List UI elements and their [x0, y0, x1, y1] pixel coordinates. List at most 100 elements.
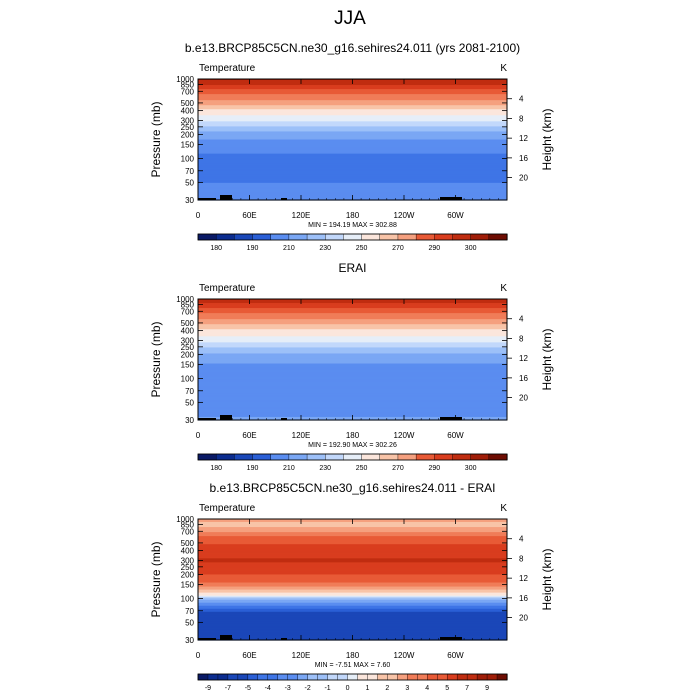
contour-band [198, 354, 507, 357]
colorbar-box [407, 673, 418, 681]
colorbar-box [377, 673, 388, 681]
contour-band [198, 155, 507, 158]
contour-band [198, 114, 507, 116]
colorbar-label: -2 [305, 685, 311, 692]
colorbar-box [307, 673, 319, 681]
colorbar-box [466, 673, 478, 681]
colorbar-box [327, 673, 339, 681]
contour-band [198, 571, 507, 574]
contour-band [198, 613, 507, 616]
contour-band [198, 556, 507, 558]
contour-band [198, 156, 507, 159]
contour-band [198, 94, 507, 96]
contour-band [198, 411, 507, 414]
contour-band [198, 346, 507, 348]
colorbar-label: 180 [210, 465, 222, 472]
colorbar-label: -5 [245, 685, 251, 692]
contour-band [198, 309, 507, 311]
x-tick-label: 60E [242, 431, 256, 440]
contour-band [198, 600, 507, 603]
contour-band [198, 627, 507, 630]
contour-band [198, 575, 507, 578]
y-tick-label: 300 [181, 117, 195, 126]
contour-band [198, 537, 507, 539]
contour-band [198, 129, 507, 132]
contour-band [198, 343, 507, 345]
contour-band [198, 137, 507, 140]
contour-band [198, 125, 507, 127]
contour-band [198, 547, 507, 549]
y2-tick-label: 20 [519, 174, 528, 183]
contour-band [198, 596, 507, 599]
y2-axis-label: Height (km) [540, 548, 554, 610]
colorbar-label: 300 [465, 245, 477, 252]
contour-band [198, 365, 507, 368]
contour-band [198, 530, 507, 532]
contour-band [198, 620, 507, 623]
y-tick-label: 400 [181, 327, 195, 336]
min-max-stats: MIN = 194.19 MAX = 302.88 [308, 222, 397, 229]
colorbar-label: 190 [247, 465, 259, 472]
contour-band [198, 540, 507, 542]
colorbar-label: 290 [428, 245, 440, 252]
contour-band [198, 369, 507, 372]
y2-tick-label: 4 [519, 535, 524, 544]
colorbar-label: 270 [392, 465, 404, 472]
contour-band [198, 166, 507, 169]
contour-band [198, 113, 507, 115]
contour-band [198, 557, 507, 559]
contour-band [198, 407, 507, 410]
contour-band [198, 381, 507, 384]
contour-band [198, 136, 507, 139]
colorbar-box [415, 453, 435, 461]
units-label: K [500, 63, 507, 74]
colorbar-label: 1 [365, 685, 369, 692]
colorbar-label: 230 [319, 245, 331, 252]
contour-band [198, 99, 507, 101]
contour-band [198, 89, 507, 91]
contour-band [198, 534, 507, 536]
contour-field [198, 519, 507, 641]
x-tick-label: 0 [196, 211, 201, 220]
y-axis-label: Pressure (mb) [149, 101, 163, 177]
contour-band [198, 389, 507, 392]
contour-band [198, 322, 507, 324]
contour-band [198, 86, 507, 88]
contour-band [198, 616, 507, 619]
y-tick-label: 850 [181, 301, 195, 310]
contour-band [198, 140, 507, 143]
contour-band [198, 307, 507, 309]
contour-band [198, 344, 507, 346]
contour-band [198, 175, 507, 178]
contour-band [198, 314, 507, 316]
y-tick-label: 200 [181, 131, 195, 140]
colorbar-label: 9 [485, 685, 489, 692]
contour-band [198, 371, 507, 374]
x-tick-label: 180 [346, 651, 360, 660]
contour-band [198, 564, 507, 566]
contour-band [198, 157, 507, 160]
y-tick-label: 500 [181, 319, 195, 328]
colorbar-box [252, 233, 272, 241]
colorbar-box [247, 673, 259, 681]
colorbar-box [437, 673, 448, 681]
x-tick-label: 0 [196, 431, 201, 440]
colorbar-box [379, 453, 399, 461]
contour-band [198, 152, 507, 155]
colorbar-label: 290 [428, 465, 440, 472]
contour-band [198, 632, 507, 635]
contour-band [198, 610, 507, 613]
contour-band [198, 615, 507, 618]
contour-band [198, 310, 507, 312]
colorbar-box [486, 673, 498, 681]
colorbar-frame [197, 233, 508, 241]
contour-band [198, 385, 507, 388]
contour-band [198, 150, 507, 153]
contour-band [198, 367, 507, 370]
colorbar-label: -7 [225, 685, 231, 692]
colorbar-box [357, 673, 369, 681]
contour-band [198, 398, 507, 401]
contour-band [198, 141, 507, 144]
y-tick-label: 150 [181, 580, 195, 589]
contour-band [198, 337, 507, 339]
